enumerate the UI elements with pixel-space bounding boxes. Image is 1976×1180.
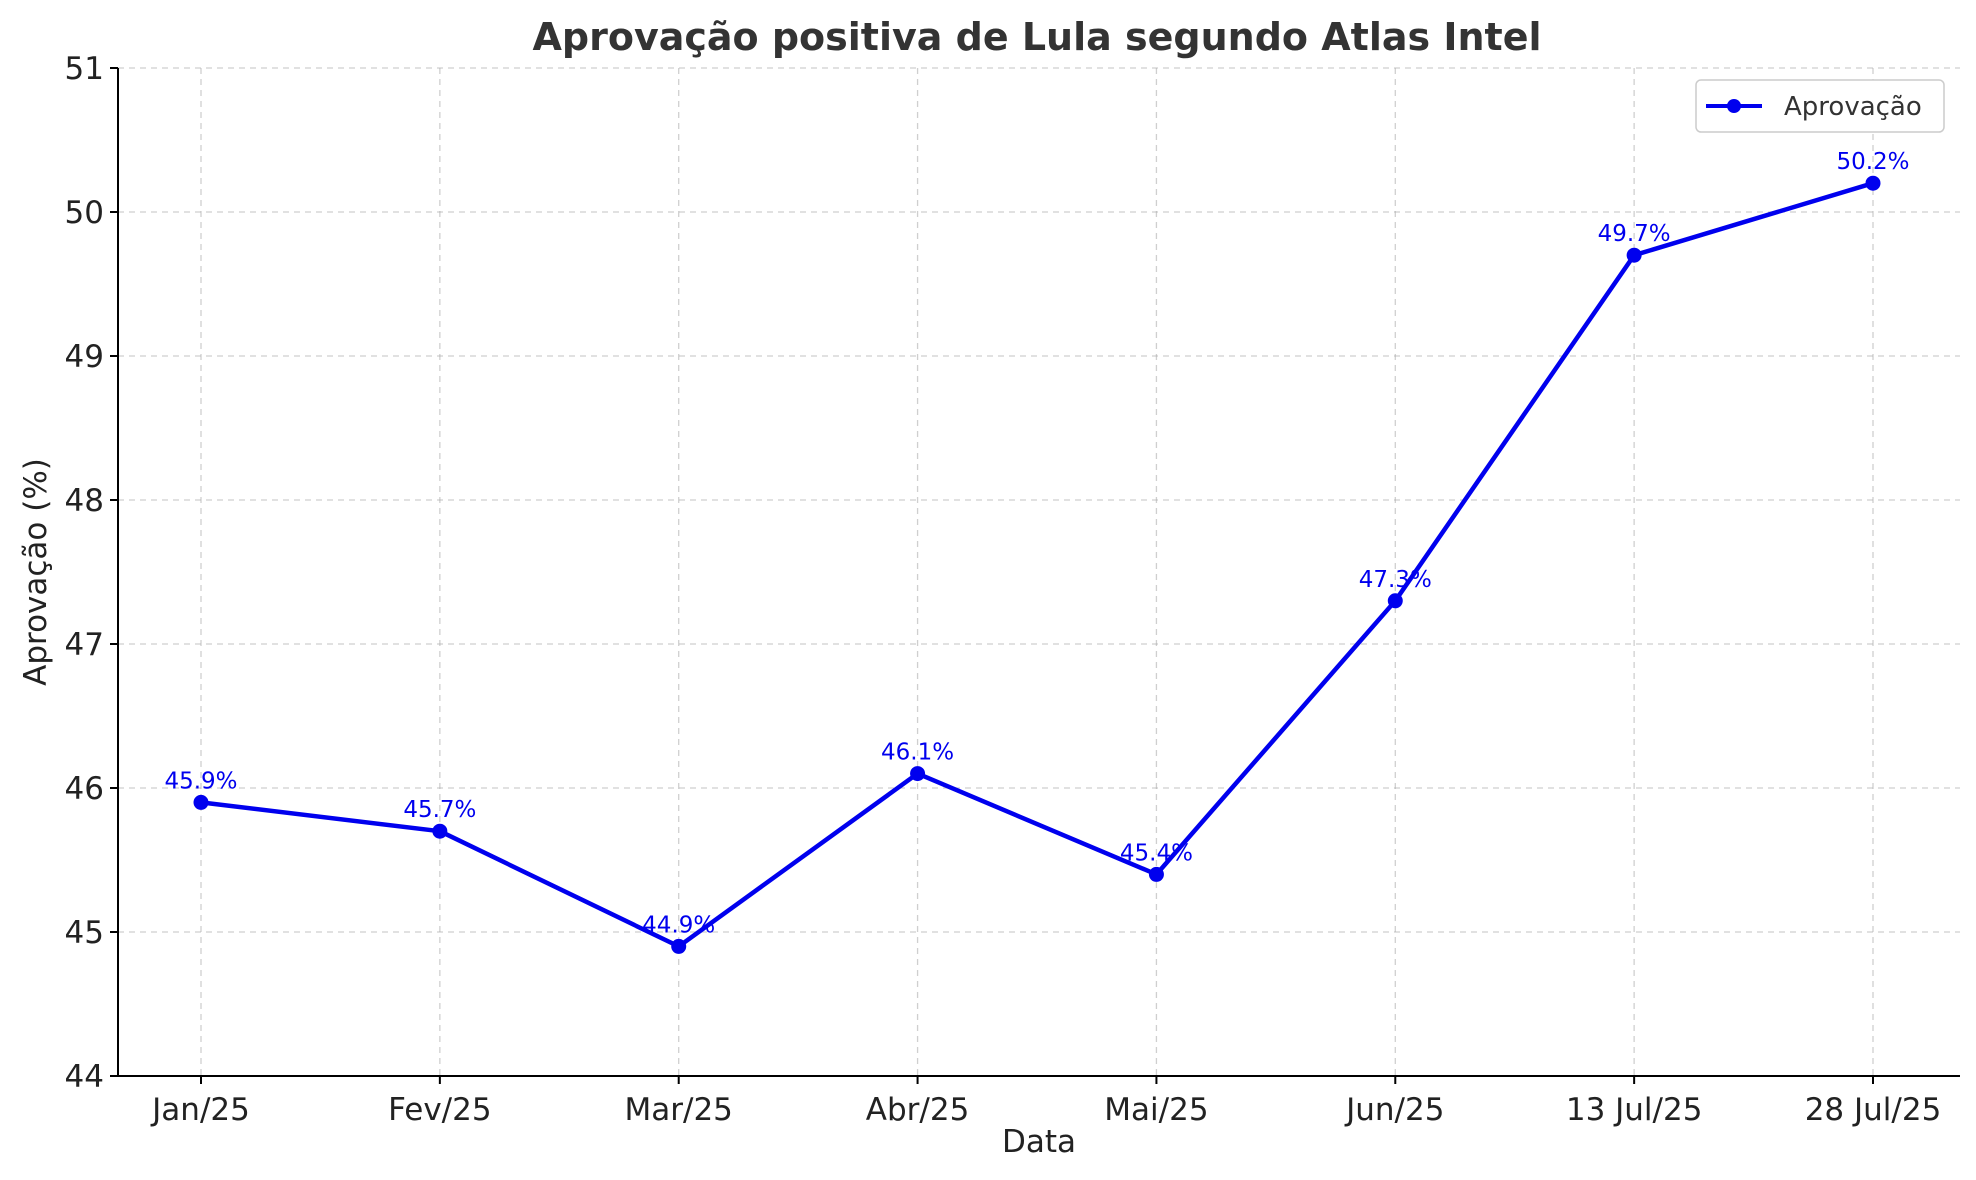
series-aprovacao	[193, 175, 1881, 954]
data-label-7: 50.2%	[1836, 149, 1909, 175]
data-point-4	[1148, 866, 1164, 882]
y-tick-label-4: 48	[65, 483, 104, 519]
x-tick-label-7: 28 Jul/25	[1805, 1092, 1942, 1128]
y-tick-label-3: 47	[65, 627, 104, 663]
legend-marker-swatch	[1727, 99, 1741, 113]
axes	[117, 68, 1960, 1077]
y-tick-label-5: 49	[65, 339, 104, 375]
x-tick-label-0: Jan/25	[150, 1092, 250, 1128]
x-tick-label-4: Mai/25	[1104, 1092, 1208, 1128]
x-tick-label-6: 13 Jul/25	[1566, 1092, 1703, 1128]
data-point-5	[1387, 593, 1403, 609]
legend-entry-aprovacao: Aprovação	[1784, 92, 1922, 122]
data-label-4: 45.4%	[1120, 840, 1193, 866]
chart-title: Aprovação positiva de Lula segundo Atlas…	[532, 15, 1541, 59]
data-point-2	[671, 938, 687, 954]
x-tick-label-1: Fev/25	[388, 1092, 491, 1128]
y-tick-label-0: 44	[65, 1059, 104, 1095]
data-label-1: 45.7%	[403, 797, 476, 823]
tick-labels: 44 45 46 47 48 49 50 51 Jan/25 Fev/25 Mar/25 Abr/25…	[65, 51, 1942, 1128]
data-point-7	[1865, 175, 1881, 191]
legend: Aprovação	[1695, 79, 1945, 133]
y-tick-label-7: 51	[65, 51, 104, 87]
data-point-1	[432, 823, 448, 839]
y-tick-label-2: 46	[65, 771, 104, 807]
data-label-5: 47.3%	[1359, 567, 1432, 593]
legend-box	[1695, 79, 1945, 133]
x-tick-label-5: Jun/25	[1344, 1092, 1444, 1128]
grid-lines	[118, 67, 1960, 1077]
data-label-3: 46.1%	[881, 740, 954, 766]
x-axis-label: Data	[1002, 1124, 1076, 1160]
x-tick-label-3: Abr/25	[866, 1092, 970, 1128]
data-label-0: 45.9%	[164, 768, 237, 794]
data-label-6: 49.7%	[1598, 221, 1671, 247]
data-labels: 45.9% 45.7% 44.9% 46.1% 45.4% 47.3% 49.7% 50.2%	[164, 149, 1909, 938]
x-tick-label-2: Mar/25	[625, 1092, 733, 1128]
data-point-3	[910, 766, 926, 782]
data-label-2: 44.9%	[642, 912, 715, 938]
y-tick-label-6: 50	[65, 195, 104, 231]
y-axis-label: Aprovação (%)	[18, 458, 54, 686]
data-point-0	[193, 794, 209, 810]
y-tick-label-1: 45	[65, 915, 104, 951]
series-line-0	[198, 180, 1876, 949]
data-point-6	[1626, 247, 1642, 263]
